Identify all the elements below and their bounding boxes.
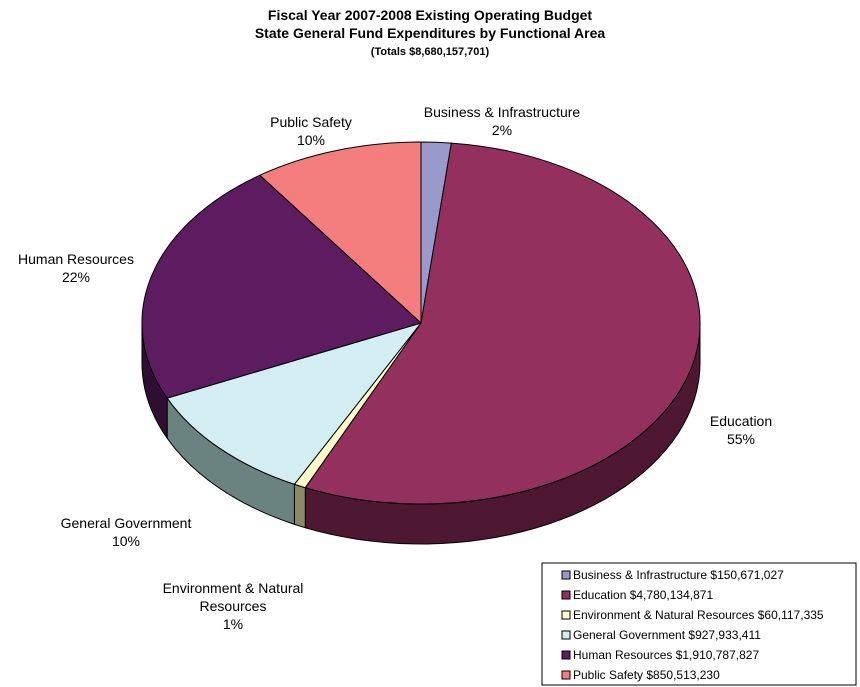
slice-public-safety [259,141,422,324]
legend-entry-education: Education $4,780,134,871 [573,588,713,602]
slice-label-human-resources-line0: Human Resources [18,251,134,267]
slice-label-human-resources-percent: 22% [62,269,90,285]
slice-general-government [166,322,422,485]
slice-label-environment-natural-resources-line1: Resources [200,598,267,614]
legend-entry-general-government: General Government $927,933,411 [573,628,761,642]
legend-box [541,562,857,686]
legend-entry-public-safety: Public Safety $850,513,230 [573,668,720,682]
slice-label-general-government-percent: 10% [112,533,140,549]
pie-sides [141,322,701,545]
slice-label-public-safety-line0: Public Safety [270,114,352,130]
legend-entry-human-resources: Human Resources $1,910,787,827 [573,648,759,662]
legend-swatch-business-infrastructure [561,570,571,580]
chart-total: (Totals $8,680,157,701) [371,46,490,58]
legend-entry-business-infrastructure: Business & Infrastructure $150,671,027 [573,568,784,582]
slice-label-education-percent: 55% [727,431,755,447]
legend: Business & Infrastructure $150,671,027 Ed… [541,562,857,686]
slice-label-education-line0: Education [710,413,772,429]
chart-title: Fiscal Year 2007-2008 Existing Operating… [268,7,593,23]
slice-label-environment-natural-resources-percent: 1% [223,616,243,632]
pie-tops [141,141,701,505]
legend-swatch-human-resources [561,650,571,660]
slice-education [304,142,701,505]
legend-swatch-general-government [561,630,571,640]
slice-label-business-infrastructure-percent: 2% [492,122,512,138]
chart-subtitle: State General Fund Expenditures by Funct… [255,25,606,41]
slice-label-business-infrastructure-line0: Business & Infrastructure [424,104,581,120]
legend-swatch-environment-natural-resources [561,610,571,620]
pie-labels: Business & Infrastructure 2% Education 55% E… [18,104,772,632]
slice-human-resources [141,174,422,399]
slice-label-environment-natural-resources-line0: Environment & Natural [163,580,304,596]
legend-entry-environment-natural-resources: Environment & Natural Resources $60,117,… [573,608,824,622]
side-environment-natural-resources [293,483,306,529]
legend-swatch-public-safety [561,670,571,680]
legend-swatch-education [561,590,571,600]
slice-label-general-government-line0: General Government [61,515,192,531]
slice-label-public-safety-percent: 10% [297,132,325,148]
